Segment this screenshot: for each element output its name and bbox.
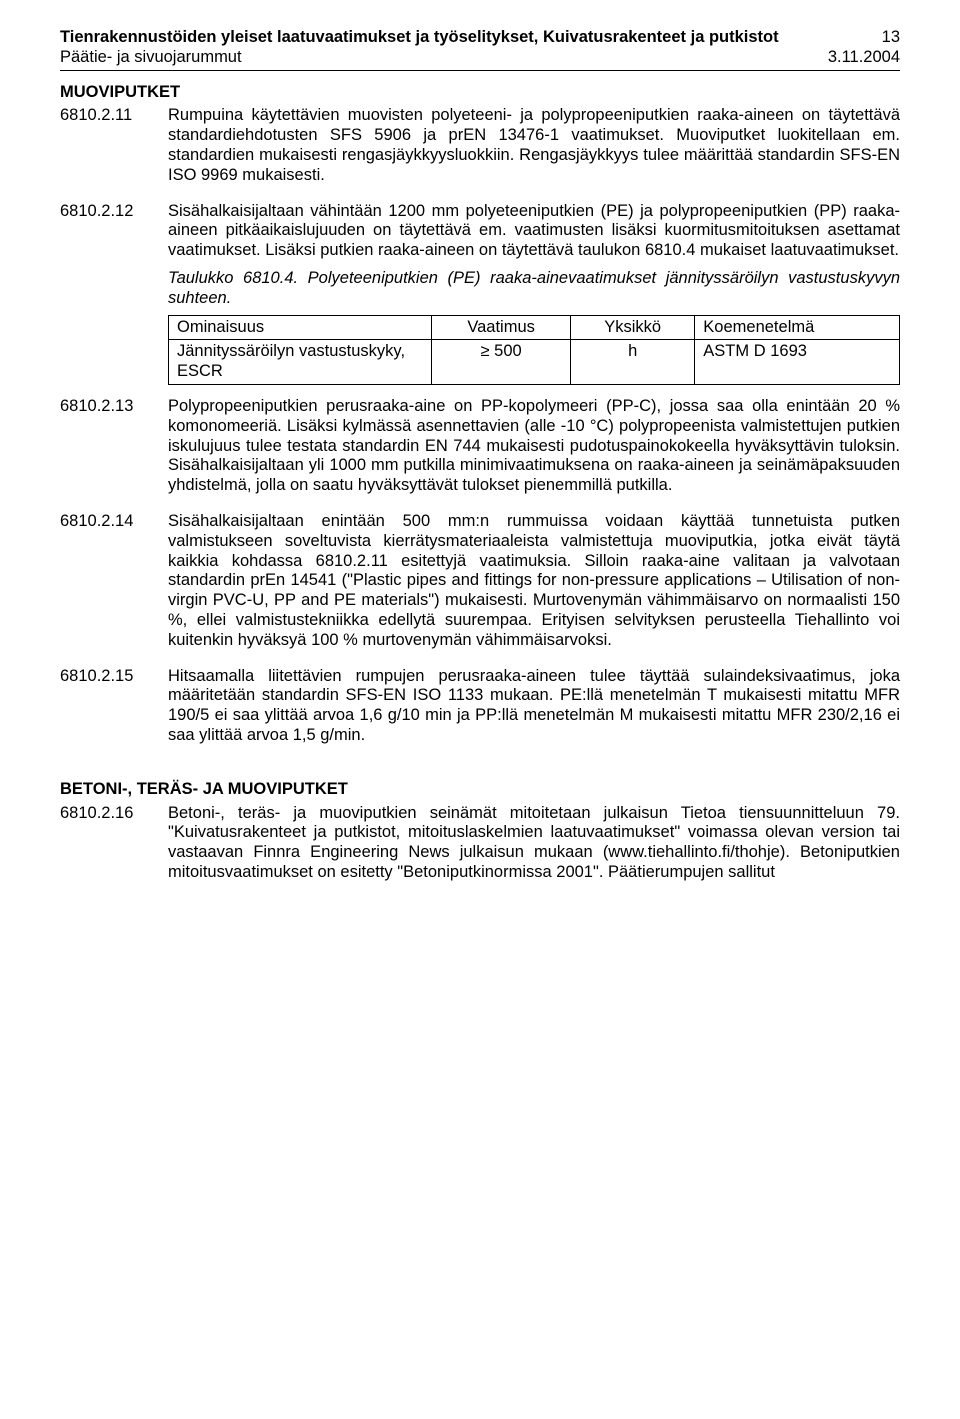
para-number: 6810.2.13 [60,397,168,496]
para-text: Polypropeeniputkien perusraaka-aine on P… [168,397,900,496]
para-text: Betoni-, teräs- ja muoviputkien seinämät… [168,804,900,883]
para-number: 6810.2.15 [60,667,168,746]
table-header-cell: Ominaisuus [169,315,432,340]
section-title-muoviputket: MUOVIPUTKET [60,83,900,103]
table-caption: Taulukko 6810.4. Polyeteeniputkien (PE) … [168,269,900,309]
header-title1: Tienrakennustöiden yleiset laatuvaatimuk… [60,28,779,48]
header-rule [60,70,900,71]
table-row: Ominaisuus Vaatimus Yksikkö Koemenetelmä [169,315,900,340]
header-date: 3.11.2004 [828,48,900,68]
data-table: Ominaisuus Vaatimus Yksikkö Koemenetelmä… [168,315,900,385]
table-cell: h [571,340,695,385]
para-6810-2-15: 6810.2.15 Hitsaamalla liitettävien rumpu… [60,667,900,746]
table-cell: ASTM D 1693 [695,340,900,385]
para-number: 6810.2.14 [60,512,168,651]
para-6810-2-11: 6810.2.11 Rumpuina käytettävien muoviste… [60,106,900,185]
para-number: 6810.2.12 [60,202,168,261]
section-title-betoni: BETONI-, TERÄS- JA MUOVIPUTKET [60,780,900,800]
para-number: 6810.2.11 [60,106,168,185]
table-row: Jännityssäröilyn vastustuskyky, ESCR ≥ 5… [169,340,900,385]
header-line1: Tienrakennustöiden yleiset laatuvaatimuk… [60,28,900,48]
para-6810-2-12: 6810.2.12 Sisähalkaisijaltaan vähintään … [60,202,900,261]
table-header-cell: Vaatimus [432,315,571,340]
para-text: Sisähalkaisijaltaan vähintään 1200 mm po… [168,202,900,261]
page-number: 13 [882,28,900,48]
table-cell: Jännityssäröilyn vastustuskyky, ESCR [169,340,432,385]
header-title2: Päätie- ja sivuojarummut [60,48,242,68]
para-text: Rumpuina käytettävien muovisten polyetee… [168,106,900,185]
header-line2: Päätie- ja sivuojarummut 3.11.2004 [60,48,900,68]
para-6810-2-16: 6810.2.16 Betoni-, teräs- ja muoviputkie… [60,804,900,883]
table-header-cell: Yksikkö [571,315,695,340]
para-text: Sisähalkaisijaltaan enintään 500 mm:n ru… [168,512,900,651]
para-number: 6810.2.16 [60,804,168,883]
table-cell: ≥ 500 [432,340,571,385]
para-text: Hitsaamalla liitettävien rumpujen perusr… [168,667,900,746]
table-header-cell: Koemenetelmä [695,315,900,340]
para-6810-2-13: 6810.2.13 Polypropeeniputkien perusraaka… [60,397,900,496]
para-6810-2-14: 6810.2.14 Sisähalkaisijaltaan enintään 5… [60,512,900,651]
table-6810-4: Taulukko 6810.4. Polyeteeniputkien (PE) … [168,269,900,385]
